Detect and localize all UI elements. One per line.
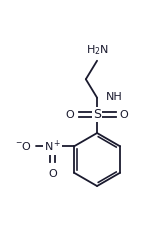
Text: O: O	[66, 110, 75, 120]
Text: S: S	[93, 108, 101, 121]
Text: O: O	[120, 110, 128, 120]
Text: $^{-}$O: $^{-}$O	[15, 140, 32, 152]
Text: O: O	[48, 169, 57, 179]
Text: N$^+$: N$^+$	[44, 139, 61, 154]
Text: H$_2$N: H$_2$N	[86, 43, 109, 57]
Text: NH: NH	[106, 92, 123, 102]
